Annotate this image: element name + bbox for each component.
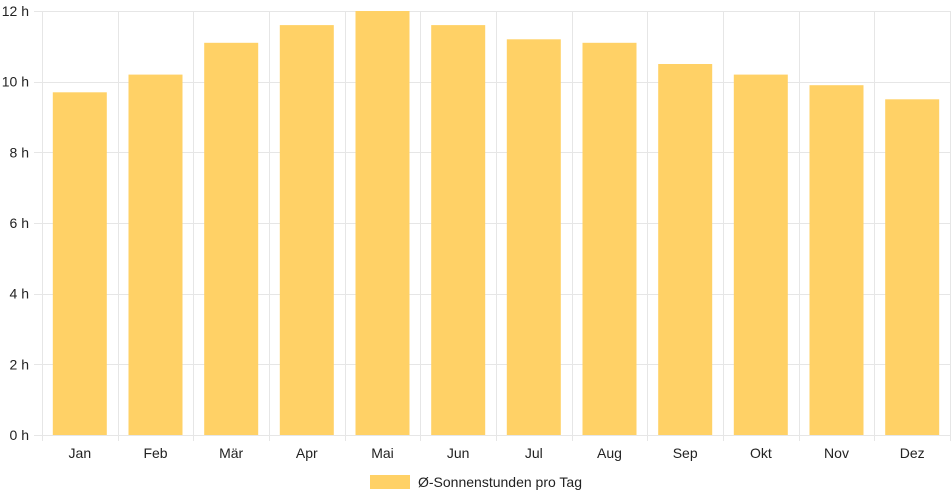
x-tick-label: Mai	[371, 445, 394, 461]
bar-jul[interactable]	[506, 39, 561, 436]
bar-nov[interactable]	[809, 85, 864, 435]
bar-feb[interactable]	[128, 74, 183, 435]
x-tick-label: Dez	[900, 445, 925, 461]
y-tick-label: 8 h	[10, 144, 29, 160]
y-tick-label: 10 h	[2, 74, 29, 90]
bar-mai[interactable]	[355, 11, 410, 435]
y-tick-label: 2 h	[10, 356, 29, 372]
legend-label: Ø-Sonnenstunden pro Tag	[418, 474, 582, 490]
bar-jan[interactable]	[52, 92, 107, 436]
x-tick-label: Mär	[219, 445, 243, 461]
x-tick-label: Jun	[447, 445, 470, 461]
legend-swatch	[370, 475, 410, 489]
bar-okt[interactable]	[733, 74, 788, 435]
x-tick-label: Jul	[525, 445, 543, 461]
bar-apr[interactable]	[279, 25, 334, 435]
x-tick-label: Sep	[673, 445, 698, 461]
bar-mär[interactable]	[204, 42, 259, 436]
bar-jun[interactable]	[431, 25, 486, 435]
y-tick-label: 4 h	[10, 286, 29, 302]
y-axis-ticks: 0 h 2 h 4 h 6 h 8 h 10 h 12 h	[2, 3, 29, 443]
x-tick-label: Apr	[296, 445, 318, 461]
grid-lines	[34, 11, 951, 441]
x-tick-label: Aug	[597, 445, 622, 461]
y-tick-label: 6 h	[10, 215, 29, 231]
bars	[52, 11, 940, 436]
x-axis-ticks: Jan Feb Mär Apr Mai Jun Jul Aug Sep Okt Nov Dez	[69, 445, 925, 461]
x-tick-label: Feb	[143, 445, 167, 461]
y-tick-label: 0 h	[10, 427, 29, 443]
y-tick-label: 12 h	[2, 3, 29, 19]
bar-dez[interactable]	[885, 99, 940, 436]
x-tick-label: Nov	[824, 445, 849, 461]
x-tick-label: Okt	[750, 445, 772, 461]
bar-aug[interactable]	[582, 42, 637, 436]
bar-sep[interactable]	[658, 64, 713, 435]
legend[interactable]: Ø-Sonnenstunden pro Tag	[370, 472, 582, 492]
x-tick-label: Jan	[69, 445, 92, 461]
